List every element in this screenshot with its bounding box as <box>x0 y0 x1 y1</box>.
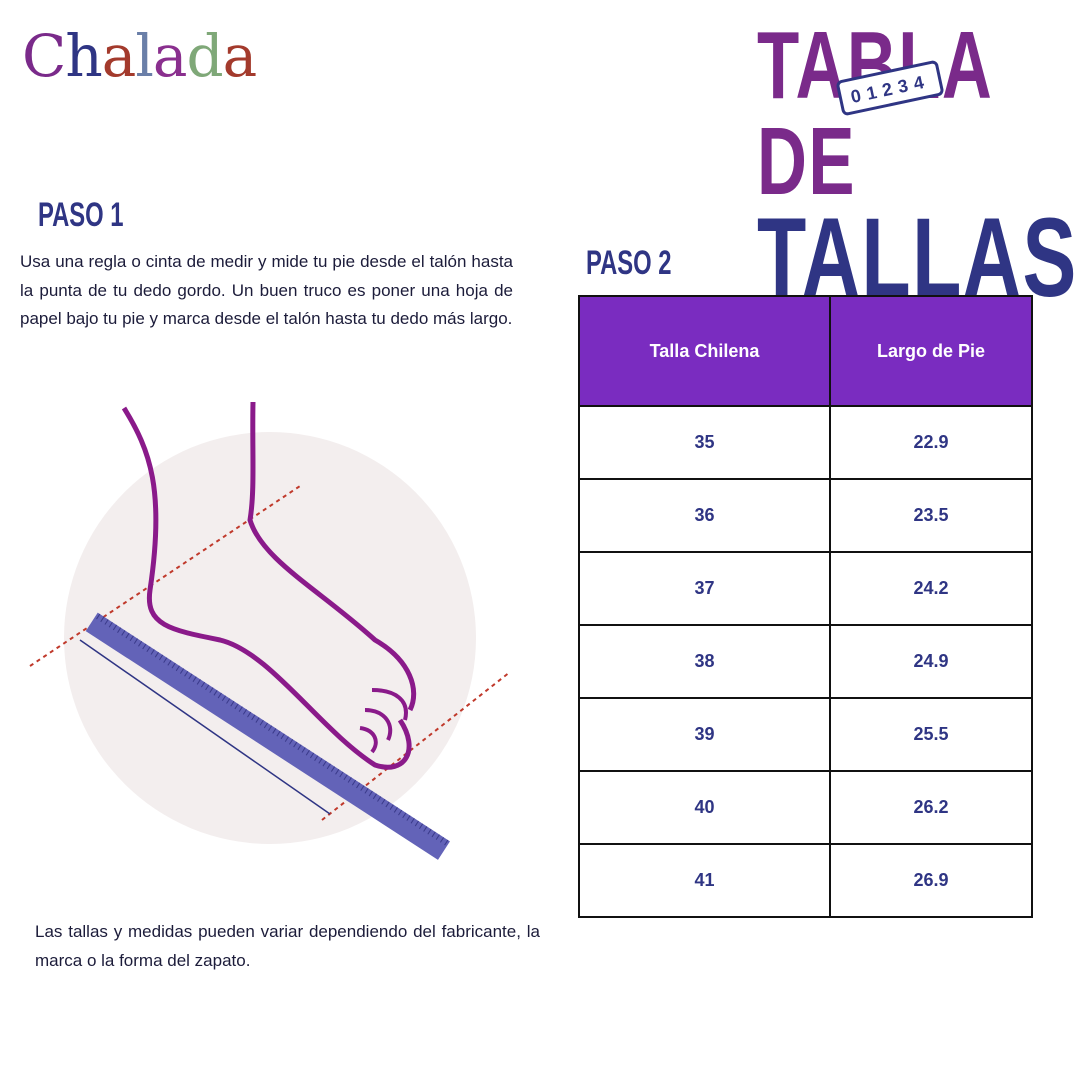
size-cell: 38 <box>578 624 831 699</box>
logo-letter: a <box>152 22 188 90</box>
foot-measure-illustration <box>29 401 511 860</box>
foot-length-cell: 24.9 <box>829 624 1033 699</box>
table-row: 38 24.9 <box>578 624 1033 699</box>
foot-length-cell: 26.9 <box>829 843 1033 918</box>
title-line1: TABLA DE <box>757 12 991 215</box>
logo-letter: C <box>22 22 66 90</box>
table-row: 39 25.5 <box>578 697 1033 772</box>
logo-letter: d <box>186 22 224 90</box>
step2-heading: PASO 2 <box>586 244 672 282</box>
logo-letter: l <box>135 22 154 90</box>
header-talla: Talla Chilena <box>578 295 831 407</box>
note-text: Las tallas y medidas pueden variar depen… <box>35 922 540 970</box>
size-cell: 37 <box>578 551 831 626</box>
logo-letter: a <box>222 22 258 90</box>
table-row: 40 26.2 <box>578 770 1033 845</box>
size-table: Talla Chilena Largo de Pie 35 22.9 36 23.5 3… <box>578 295 1033 918</box>
table-row: 36 23.5 <box>578 478 1033 553</box>
step1-text: Usa una regla o cinta de medir y mide tu… <box>20 252 513 328</box>
size-cell: 39 <box>578 697 831 772</box>
table-row: 37 24.2 <box>578 551 1033 626</box>
logo-letter: h <box>65 22 102 90</box>
table-row: 35 22.9 <box>578 405 1033 480</box>
size-cell: 35 <box>578 405 831 480</box>
foot-length-cell: 22.9 <box>829 405 1033 480</box>
header-largo: Largo de Pie <box>829 295 1033 407</box>
page-title: TABLA DE TALLAS <box>757 18 1078 314</box>
foot-length-cell: 26.2 <box>829 770 1033 845</box>
logo-letter: a <box>101 22 137 90</box>
step1-heading: PASO 1 <box>38 196 124 234</box>
size-cell: 41 <box>578 843 831 918</box>
foot-length-cell: 23.5 <box>829 478 1033 553</box>
size-cell: 40 <box>578 770 831 845</box>
size-cell: 36 <box>578 478 831 553</box>
title-line2: TALLAS <box>757 195 1078 320</box>
table-row: 41 26.9 <box>578 843 1033 918</box>
foot-length-cell: 24.2 <box>829 551 1033 626</box>
foot-length-cell: 25.5 <box>829 697 1033 772</box>
chalada-logo: Chalada <box>22 22 258 90</box>
